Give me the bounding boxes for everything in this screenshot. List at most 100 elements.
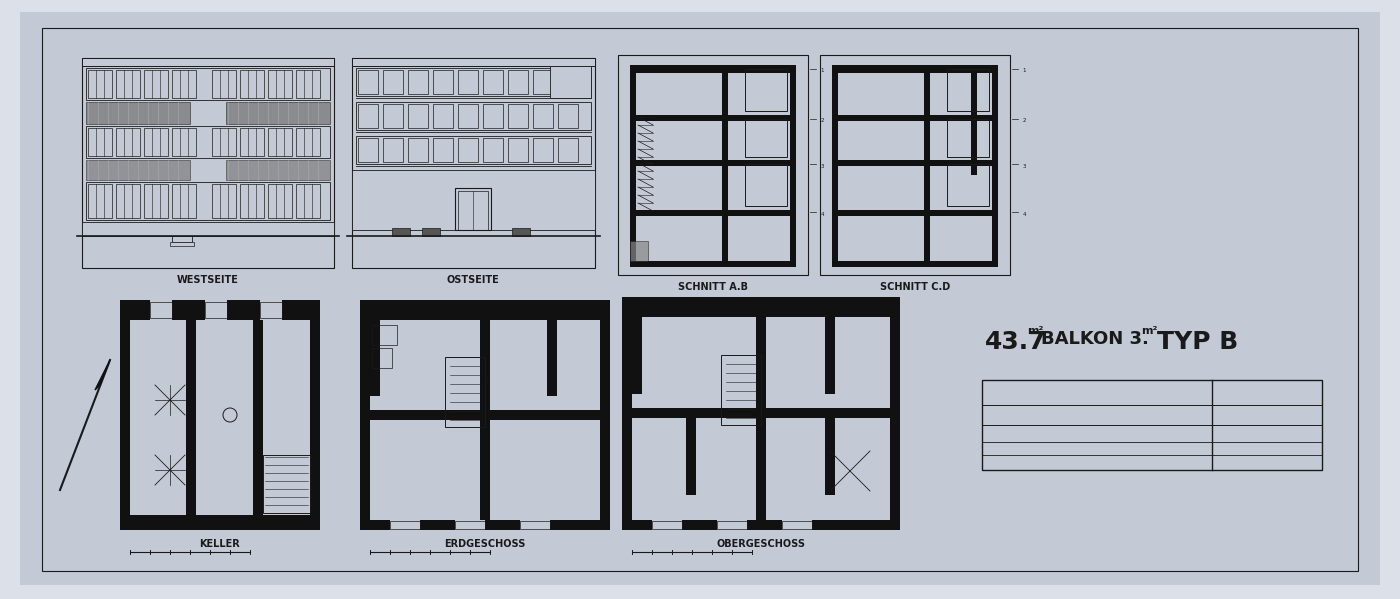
Bar: [483, 138, 503, 162]
Text: BALKON 3.: BALKON 3.: [1042, 330, 1149, 348]
Bar: [721, 355, 762, 425]
Text: 8 FEBR. 29: 8 FEBR. 29: [1074, 410, 1120, 419]
Bar: [519, 521, 550, 529]
Bar: [946, 119, 988, 157]
Bar: [120, 515, 321, 530]
Bar: [384, 70, 403, 94]
Bar: [372, 348, 392, 368]
Bar: [631, 408, 890, 418]
Bar: [825, 317, 834, 394]
Bar: [652, 520, 682, 530]
Bar: [116, 70, 140, 98]
Text: MST. 1: 100: MST. 1: 100: [1245, 428, 1289, 437]
Bar: [508, 104, 528, 128]
Bar: [85, 102, 190, 124]
Bar: [508, 70, 528, 94]
Bar: [480, 320, 490, 520]
Bar: [144, 184, 168, 218]
Bar: [652, 521, 682, 529]
Bar: [392, 228, 410, 236]
Bar: [630, 210, 797, 216]
Text: m²: m²: [1141, 326, 1158, 336]
Bar: [407, 70, 428, 94]
Bar: [512, 228, 531, 236]
Text: 1: 1: [1022, 68, 1026, 74]
Bar: [783, 520, 812, 530]
Bar: [630, 160, 797, 166]
Bar: [993, 65, 998, 265]
Bar: [267, 128, 293, 156]
Bar: [360, 300, 610, 530]
Bar: [508, 138, 528, 162]
Bar: [455, 188, 491, 230]
Bar: [890, 297, 900, 530]
Bar: [360, 300, 610, 320]
Bar: [239, 184, 265, 218]
Bar: [360, 300, 370, 530]
Bar: [267, 70, 293, 98]
Bar: [533, 104, 553, 128]
Bar: [433, 138, 454, 162]
Bar: [263, 455, 309, 513]
Bar: [745, 69, 787, 111]
Bar: [260, 302, 281, 318]
Bar: [120, 300, 130, 530]
Bar: [239, 128, 265, 156]
Bar: [391, 520, 420, 530]
Bar: [756, 317, 766, 520]
Bar: [351, 58, 595, 66]
Text: OSTSEITE: OSTSEITE: [447, 275, 500, 285]
Bar: [458, 70, 477, 94]
Bar: [686, 418, 696, 495]
Bar: [745, 164, 787, 206]
Bar: [630, 261, 797, 267]
Text: SCHNITT A.B: SCHNITT A.B: [678, 282, 748, 292]
Bar: [455, 521, 484, 529]
Bar: [370, 410, 601, 420]
Bar: [820, 55, 1009, 275]
Bar: [116, 184, 140, 218]
Bar: [617, 55, 808, 275]
Text: TYP B: TYP B: [1156, 330, 1238, 354]
Bar: [295, 70, 321, 98]
Bar: [358, 138, 378, 162]
Bar: [150, 300, 172, 320]
Text: 2: 2: [1022, 119, 1026, 123]
Text: HELLERHOF HOUSING ESTATE, FRANKFURT AM MAIN: HELLERHOF HOUSING ESTATE, FRANKFURT AM M…: [1065, 446, 1229, 450]
Bar: [790, 65, 797, 265]
Bar: [630, 115, 797, 121]
Bar: [533, 70, 553, 94]
Bar: [253, 320, 263, 520]
Bar: [85, 160, 190, 180]
Bar: [370, 320, 379, 396]
Bar: [717, 520, 748, 530]
Text: 43.7: 43.7: [986, 330, 1047, 354]
Bar: [622, 297, 900, 530]
Text: 1: 1: [820, 68, 823, 74]
Bar: [825, 418, 834, 495]
Bar: [745, 119, 787, 157]
Bar: [172, 236, 192, 242]
Bar: [622, 520, 900, 530]
Bar: [309, 300, 321, 530]
Bar: [832, 261, 998, 267]
Bar: [630, 65, 797, 73]
Bar: [172, 70, 196, 98]
Bar: [455, 520, 484, 530]
Bar: [946, 69, 988, 111]
Bar: [358, 104, 378, 128]
Bar: [981, 380, 1322, 470]
Text: OBERGESCHOSS: OBERGESCHOSS: [717, 539, 805, 549]
Bar: [295, 184, 321, 218]
Bar: [267, 184, 293, 218]
Bar: [372, 325, 398, 345]
Text: 3: 3: [1022, 164, 1026, 168]
Bar: [83, 58, 335, 66]
Text: m²: m²: [1028, 326, 1043, 336]
Bar: [717, 521, 748, 529]
Bar: [88, 184, 112, 218]
Bar: [519, 520, 550, 530]
Bar: [239, 70, 265, 98]
Text: ERDGESCHOSS: ERDGESCHOSS: [444, 539, 525, 549]
Bar: [433, 104, 454, 128]
